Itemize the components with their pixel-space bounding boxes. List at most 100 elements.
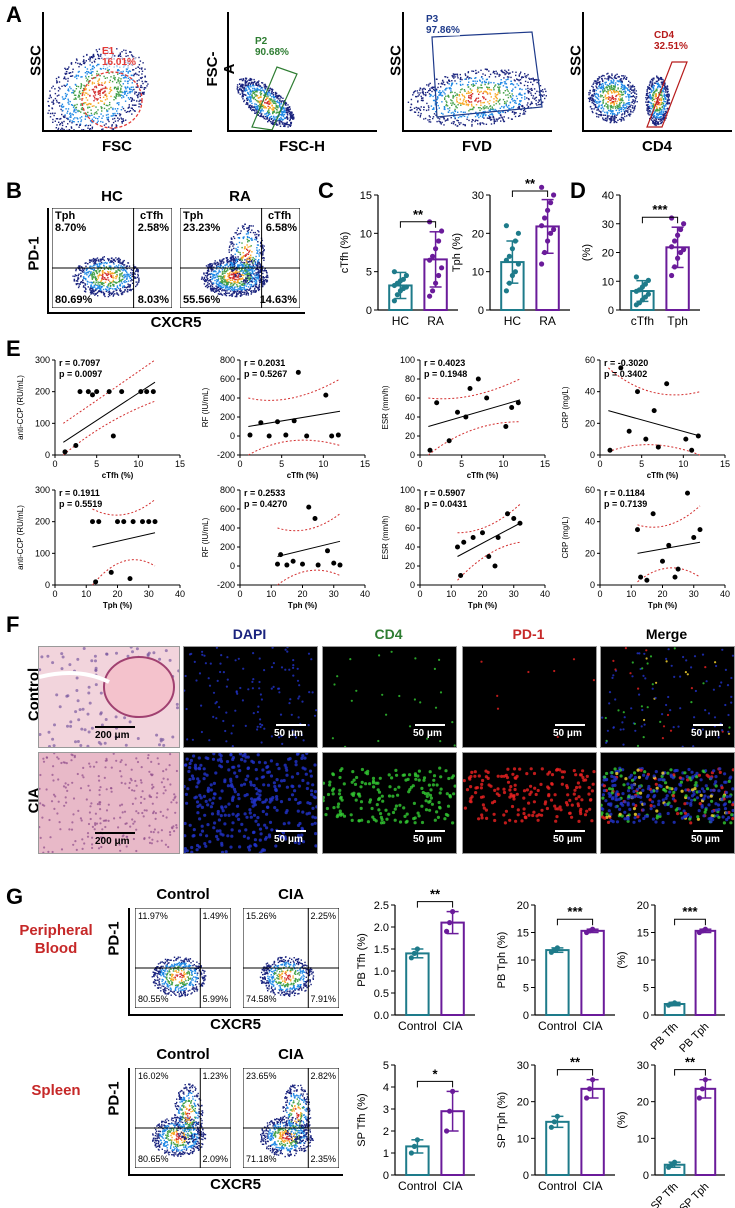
- data-point: [503, 424, 509, 429]
- he-stain-image: [38, 752, 180, 854]
- density-cloud: [236, 77, 295, 128]
- scale-label: 50 μm: [274, 728, 303, 739]
- y-tick-label: 3: [383, 1104, 389, 1116]
- gate-percent: 32.51%: [654, 41, 688, 52]
- quadrant-bl-value: 80.69%: [55, 294, 93, 306]
- quadrant-tr-name: cTfh: [268, 210, 292, 222]
- p-value: p = 0.3402: [604, 369, 647, 379]
- significance-bracket: [556, 1069, 594, 1076]
- p-value: p = 0.5519: [59, 499, 102, 509]
- x-tick-label: CIA: [583, 1019, 603, 1033]
- axis-y-line: [582, 12, 584, 130]
- data-point: [391, 269, 397, 275]
- y-tick-label: 40: [405, 542, 415, 552]
- data-point: [509, 246, 515, 252]
- channel-title: CD4: [374, 626, 403, 642]
- axis-y-line: [128, 908, 130, 1014]
- data-point: [539, 223, 545, 229]
- gate-cd4: [646, 61, 688, 128]
- data-point: [325, 548, 330, 554]
- y-axis-label: RF (IU/mL): [201, 517, 210, 557]
- y-tick-label: 2: [383, 1126, 389, 1138]
- data-point: [669, 215, 675, 221]
- confidence-band-upper: [608, 367, 701, 396]
- data-point: [517, 520, 523, 526]
- data-point: [400, 276, 406, 282]
- data-point: [121, 519, 127, 525]
- data-point: [539, 184, 545, 190]
- x-tick-label: 0: [237, 589, 242, 599]
- scale-label: 50 μm: [413, 834, 442, 845]
- axis-y-line: [402, 12, 404, 130]
- data-point: [290, 558, 296, 564]
- y-axis-label: CRP (mg/L): [561, 386, 570, 428]
- confidence-band-upper: [92, 499, 156, 516]
- y-axis-label: cTfh (%): [339, 232, 351, 274]
- x-tick-label: 30: [689, 589, 699, 599]
- quadrant-plot: [243, 908, 339, 1008]
- y-tick-label: 800: [220, 485, 235, 495]
- data-point: [495, 535, 501, 540]
- data-point: [650, 511, 656, 517]
- y-tick-label: 0: [45, 450, 50, 460]
- x-tick-label: 40: [540, 589, 550, 599]
- bar-chart-G4: 0 1 2 3 4 5 SP Tfh (%) Control CIA *: [356, 1060, 475, 1193]
- quadrant-plot: [243, 1068, 339, 1168]
- y-tick-label: 0: [590, 450, 595, 460]
- quadrant-br-value: 5.99%: [202, 994, 228, 1004]
- data-point: [93, 579, 99, 585]
- density-cloud: [151, 956, 207, 998]
- quadrant-br-value: 14.63%: [259, 294, 297, 306]
- data-point: [669, 244, 675, 250]
- x-axis-label: cTfh (%): [647, 471, 679, 480]
- y-tick-label: 200: [220, 542, 235, 552]
- quadrant-bl-value: 80.55%: [138, 994, 169, 1004]
- gating-plot-1: [47, 47, 149, 130]
- quadrant-tr-value: 2.58%: [137, 222, 169, 234]
- panel-letter-b: B: [6, 178, 22, 203]
- he-stain-image: [38, 646, 180, 748]
- plot-frame: [135, 908, 231, 1008]
- plot-frame: [243, 1068, 339, 1168]
- y-tick-label: 600: [220, 504, 235, 514]
- data-point: [119, 389, 125, 395]
- panel-letter-c: C: [318, 178, 334, 203]
- regression-line: [608, 410, 701, 437]
- data-point: [683, 436, 689, 442]
- y-tick-label: 1.5: [374, 944, 389, 956]
- x-tick-label: 0: [597, 459, 602, 469]
- data-point: [638, 574, 644, 580]
- data-point: [554, 1113, 561, 1119]
- x-axis-label: cTfh (%): [467, 471, 499, 480]
- if-image-pd-1: [462, 752, 597, 854]
- scale-label: 200 μm: [95, 836, 130, 847]
- r-value: r = 0.1184: [604, 488, 645, 498]
- data-point: [672, 264, 678, 270]
- quadrant-plot: [135, 1068, 231, 1168]
- x-tick-label: 15: [175, 459, 185, 469]
- x-tick-label: CIA: [583, 1179, 603, 1193]
- regression-line: [457, 522, 521, 557]
- data-point: [315, 562, 321, 568]
- data-point: [548, 230, 554, 236]
- data-point: [515, 230, 522, 236]
- data-point: [306, 504, 312, 510]
- data-point: [695, 433, 701, 439]
- data-point: [411, 950, 417, 957]
- confidence-band-upper: [457, 503, 521, 534]
- x-tick-label: 30: [144, 589, 154, 599]
- density-cloud: [152, 1116, 207, 1157]
- y-tick-label: 5: [643, 983, 649, 995]
- data-point: [427, 257, 433, 263]
- data-point: [427, 447, 433, 453]
- x-tick-label: 30: [329, 589, 339, 599]
- quadrant-bl-value: 71.18%: [246, 1154, 277, 1164]
- data-point: [458, 573, 464, 578]
- y-tick-label: 800: [220, 355, 235, 365]
- bone-structure: [103, 656, 175, 718]
- tissue-label-line2: Blood: [34, 940, 78, 957]
- quadrant-tr-value: 1.23%: [202, 1071, 228, 1081]
- confidence-band-upper: [63, 359, 156, 424]
- data-point: [503, 223, 509, 229]
